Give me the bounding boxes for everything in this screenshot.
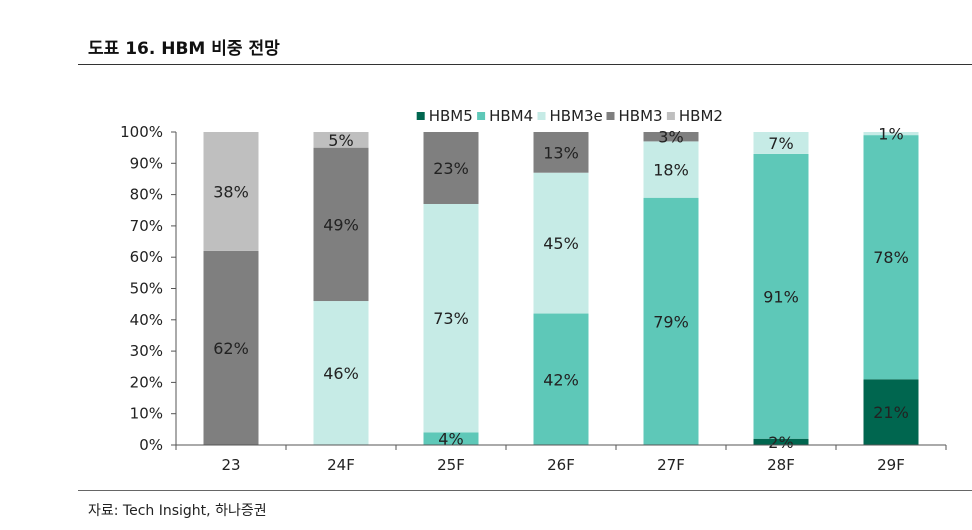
bar-segment-hbm5-29f [863,379,919,445]
stacked-bar-chart: 62% 38% 46% 49% 5% 4% 73% 23% 42% 45% 13% 79% 18% 3% 2… [120,107,947,474]
legend-label-hbm3e: HBM3e [550,107,603,125]
data-label: 38% [213,182,249,201]
legend-label-hbm4: HBM4 [489,107,533,125]
data-label: 73% [433,309,469,328]
data-label: 49% [323,215,359,234]
bar-segment-hbm3-26f [533,132,589,173]
legend-label-hbm5: HBM5 [429,107,473,125]
bar-segment-hbm3e-28f [753,132,809,154]
y-tick-label: 20% [130,373,163,391]
source-note: 자료: Tech Insight, 하나증권 [88,503,267,519]
bar-segment-hbm5-28f [753,438,809,445]
bar-segment-hbm4-25f [423,432,479,445]
y-tick-label: 100% [120,123,163,141]
bar-segment-hbm3-24f [313,147,369,302]
bar-segment-hbm3e-26f [533,172,589,314]
legend-swatch-hbm4 [477,112,486,120]
x-tick-label: 23 [221,456,240,474]
bar-segment-hbm3-23 [203,250,259,445]
data-label: 79% [653,312,689,331]
y-tick-label: 70% [130,217,163,235]
data-label: 62% [213,339,249,358]
bar-segment-hbm3-27f [643,132,699,142]
data-label: 42% [543,370,579,389]
legend-swatch-hbm2 [666,112,675,120]
x-tick-label: 25F [437,456,465,474]
data-label: 46% [323,364,359,383]
bar-segment-hbm3e-24f [313,301,369,445]
bar-segment-hbm4-27f [643,197,699,445]
data-label: 3% [658,128,683,147]
bar-segment-hbm3e-25f [423,203,479,433]
data-label: 45% [543,234,579,253]
data-label: 4% [438,430,463,449]
bar-segment-hbm3e-29f [863,132,919,136]
x-tick-label: 27F [657,456,685,474]
x-tick-label: 29F [877,456,905,474]
legend-label-hbm2: HBM2 [679,107,723,125]
title-divider [78,64,972,65]
y-tick-label: 80% [130,186,163,204]
legend-swatch-hbm5 [416,112,425,120]
y-tick-label: 10% [130,405,163,423]
data-label: 18% [653,161,689,180]
y-tick-label: 40% [130,311,163,329]
bar-segment-hbm4-29f [863,135,919,380]
data-label: 78% [873,248,909,267]
y-tick-label: 0% [139,436,163,454]
data-label: 21% [873,403,909,422]
bar-segment-hbm3e-27f [643,141,699,198]
data-label: 7% [768,134,793,153]
chart-title: 도표 16. HBM 비중 전망 [88,39,280,59]
bar-segment-hbm2-24f [313,132,369,148]
data-label: 1% [878,125,903,144]
bar-segment-hbm4-28f [753,153,809,439]
data-label: 23% [433,159,469,178]
source-divider [78,490,972,491]
y-tick-label: 50% [130,280,163,298]
bar-segment-hbm4-26f [533,313,589,445]
data-label: 13% [543,143,579,162]
legend-swatch-hbm3e [537,112,546,120]
y-tick-label: 60% [130,248,163,266]
x-tick-label: 24F [327,456,355,474]
legend-label-hbm3: HBM3 [619,107,663,125]
x-tick-label: 26F [547,456,575,474]
data-label: 5% [328,131,353,150]
data-label: 2% [768,433,793,452]
data-label: 91% [763,287,799,306]
bar-segment-hbm2-23 [203,132,259,251]
y-tick-label: 30% [130,342,163,360]
y-tick-label: 90% [130,154,163,172]
legend-swatch-hbm3 [606,112,615,120]
bar-segment-hbm3-25f [423,132,479,204]
x-tick-label: 28F [767,456,795,474]
